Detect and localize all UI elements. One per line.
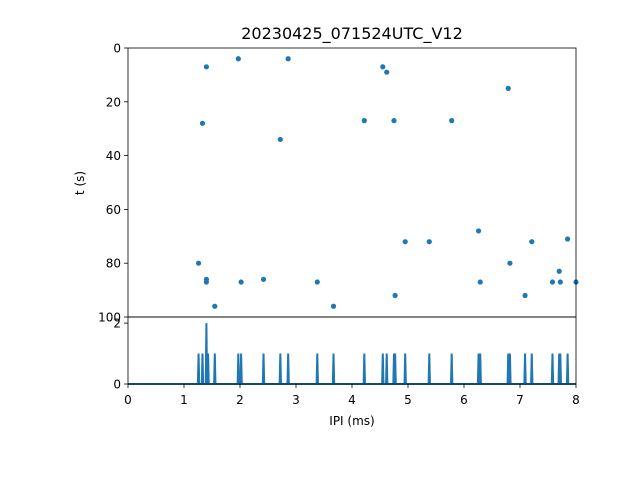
scatter-point (522, 292, 528, 299)
scatter-point (260, 276, 267, 282)
scatter-point (426, 239, 432, 245)
scatter-point (384, 69, 390, 75)
x-tick-label: 3 (292, 393, 300, 407)
scatter-point (285, 56, 291, 62)
scatter-point (212, 303, 218, 309)
x-tick-label: 2 (236, 393, 244, 407)
scatter-point (203, 64, 209, 70)
scatter-point (549, 279, 556, 285)
scatter-point (195, 260, 202, 266)
x-tick-label: 4 (348, 393, 356, 407)
scatter-point (199, 120, 206, 126)
scatter-point (238, 279, 244, 285)
scatter-point (392, 292, 398, 299)
scatter-point (529, 239, 535, 245)
scatter-point (556, 268, 562, 274)
chart-title: 20230425_071524UTC_V12 (241, 24, 463, 44)
histogram-y-tick-label: 0 (113, 378, 121, 392)
y-tick-label: 100 (98, 311, 121, 325)
x-tick-label: 5 (404, 393, 412, 407)
histogram-y-tick-label: 2 (113, 317, 121, 331)
scatter-point (235, 56, 241, 62)
scatter-points (195, 56, 579, 309)
scatter-point (565, 236, 571, 242)
scatter-point (314, 279, 320, 285)
scatter-point (380, 64, 386, 70)
scatter-point (203, 279, 209, 285)
x-axis-label: IPI (ms) (329, 414, 374, 428)
scatter-y-ticks: 0 20 40 60 80 100 (98, 42, 128, 325)
y-axis-label: t (s) (73, 171, 87, 195)
x-tick-label: 7 (516, 393, 524, 407)
histogram-x-ticks: 0 1 2 3 4 5 6 7 8 (124, 384, 580, 407)
x-tick-label: 6 (460, 393, 468, 407)
scatter-axes: 0 20 40 60 80 100 t (s) (73, 42, 579, 325)
x-tick-label: 1 (180, 393, 188, 407)
y-tick-label: 20 (106, 95, 121, 109)
scatter-point (391, 118, 397, 124)
scatter-point (402, 239, 408, 245)
scatter-point (477, 279, 483, 285)
y-tick-label: 80 (106, 257, 121, 271)
y-tick-label: 60 (106, 203, 121, 217)
scatter-point (330, 303, 337, 309)
scatter-point (277, 136, 283, 143)
y-tick-label: 40 (106, 149, 121, 163)
scatter-point (557, 279, 563, 285)
scatter-point (505, 85, 511, 91)
scatter-point (475, 228, 482, 234)
histogram-y-ticks: 02 (113, 317, 128, 392)
histogram-axes-frame (127, 316, 577, 385)
x-tick-label: 0 (124, 393, 132, 407)
scatter-point (507, 260, 513, 266)
x-tick-label: 8 (572, 393, 580, 407)
y-tick-label: 0 (113, 42, 121, 56)
scatter-point (449, 118, 455, 124)
scatter-point (361, 118, 367, 124)
